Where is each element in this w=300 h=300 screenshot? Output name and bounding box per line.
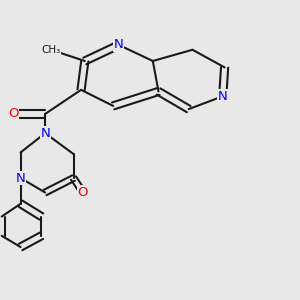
- Text: N: N: [114, 38, 124, 52]
- Text: N: N: [40, 127, 50, 140]
- Text: N: N: [218, 90, 228, 103]
- Text: O: O: [78, 186, 88, 199]
- Text: N: N: [16, 172, 26, 184]
- Text: O: O: [8, 107, 18, 120]
- Text: CH₃: CH₃: [41, 45, 61, 55]
